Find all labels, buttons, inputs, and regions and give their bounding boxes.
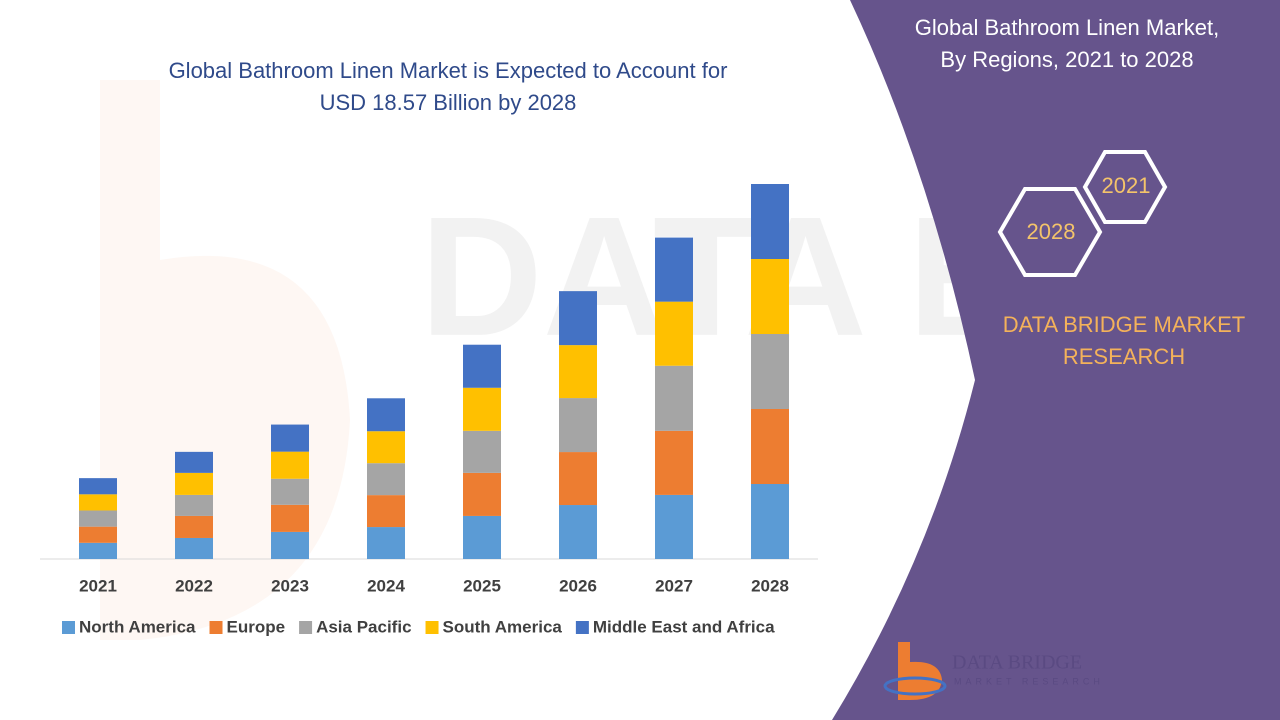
bar-segment xyxy=(559,452,597,506)
bar-segment xyxy=(559,291,597,346)
logo-ring xyxy=(883,676,947,696)
bar-segment xyxy=(751,484,789,559)
logo-text: DATA BRIDGE xyxy=(952,652,1082,674)
bar-segment xyxy=(655,237,693,302)
brand-text: DATA BRIDGE MARKET xyxy=(1003,312,1245,337)
bar-segment xyxy=(559,505,597,559)
bar-segment xyxy=(559,398,597,453)
bar-segment xyxy=(367,431,405,464)
chart-title: USD 18.57 Billion by 2028 xyxy=(320,90,577,115)
bar-segment xyxy=(271,478,309,505)
bar-segment xyxy=(79,494,117,511)
bar-segment xyxy=(79,510,117,527)
plot: 2021 2022 2023 2024 2025 2026 2027 2028 North Am… xyxy=(62,184,789,636)
bar-segment xyxy=(463,344,501,388)
bar-segment xyxy=(655,430,693,495)
brand-text: RESEARCH xyxy=(1063,344,1185,369)
bar-segment xyxy=(367,398,405,432)
legend-label: North America xyxy=(79,617,196,636)
legend-label: Asia Pacific xyxy=(316,617,411,636)
bar-segment xyxy=(175,451,213,473)
x-tick-label: 2024 xyxy=(367,576,405,595)
bar-segment xyxy=(655,494,693,559)
bar-segment xyxy=(271,531,309,559)
hexagon xyxy=(1082,150,1168,224)
bar-segment xyxy=(559,345,597,399)
legend-swatch xyxy=(425,621,439,634)
bar-segment xyxy=(79,478,117,495)
bar-segment xyxy=(367,527,405,559)
side-panel xyxy=(832,0,1280,720)
x-tick-label: 2023 xyxy=(271,576,309,595)
bar-segment xyxy=(751,409,789,484)
legend-swatch xyxy=(299,621,313,634)
logo-subtext: MARKET RESEARCH xyxy=(954,676,1104,686)
bar-segment xyxy=(79,526,117,543)
legend-swatch xyxy=(209,621,223,634)
bar-segment xyxy=(271,451,309,479)
bar-segment xyxy=(271,424,309,452)
bar-segment xyxy=(463,387,501,431)
bar-segment xyxy=(175,494,213,516)
x-tick-label: 2027 xyxy=(655,576,693,595)
bar-segment xyxy=(751,334,789,409)
legend-label: South America xyxy=(443,617,563,636)
bar-segment xyxy=(655,301,693,366)
bar-segment xyxy=(463,430,501,473)
hexagon xyxy=(997,187,1103,277)
hex-label: 2021 xyxy=(1102,173,1151,198)
chart-title: Global Bathroom Linen Market is Expected… xyxy=(169,58,728,83)
hex-label: 2028 xyxy=(1027,219,1076,244)
bar-segment xyxy=(367,463,405,496)
bar-segment xyxy=(367,495,405,528)
x-tick-label: 2028 xyxy=(751,576,789,595)
bar-segment xyxy=(655,365,693,431)
x-tick-label: 2022 xyxy=(175,576,213,595)
x-tick-label: 2025 xyxy=(463,576,501,595)
legend-label: Middle East and Africa xyxy=(593,617,775,636)
x-tick-label: 2026 xyxy=(559,576,597,595)
bar-segment xyxy=(751,184,789,259)
x-tick-label: 2021 xyxy=(79,576,117,595)
panel-title: By Regions, 2021 to 2028 xyxy=(940,47,1193,72)
legend-swatch xyxy=(62,621,75,634)
bar-segment xyxy=(271,504,309,532)
bar-segment xyxy=(175,515,213,538)
bar-segment xyxy=(463,515,501,559)
panel-title: Global Bathroom Linen Market, xyxy=(915,15,1220,40)
bar-segment xyxy=(175,472,213,495)
logo: DATA BRIDGE MARKET RESEARCH xyxy=(883,642,1104,700)
legend-swatch xyxy=(575,621,589,634)
legend-label: Europe xyxy=(227,617,286,636)
logo-mark xyxy=(898,642,942,700)
bar-segment xyxy=(751,259,789,334)
bar-segment xyxy=(79,542,117,559)
bar-segment xyxy=(463,472,501,516)
bar-segment xyxy=(175,537,213,559)
